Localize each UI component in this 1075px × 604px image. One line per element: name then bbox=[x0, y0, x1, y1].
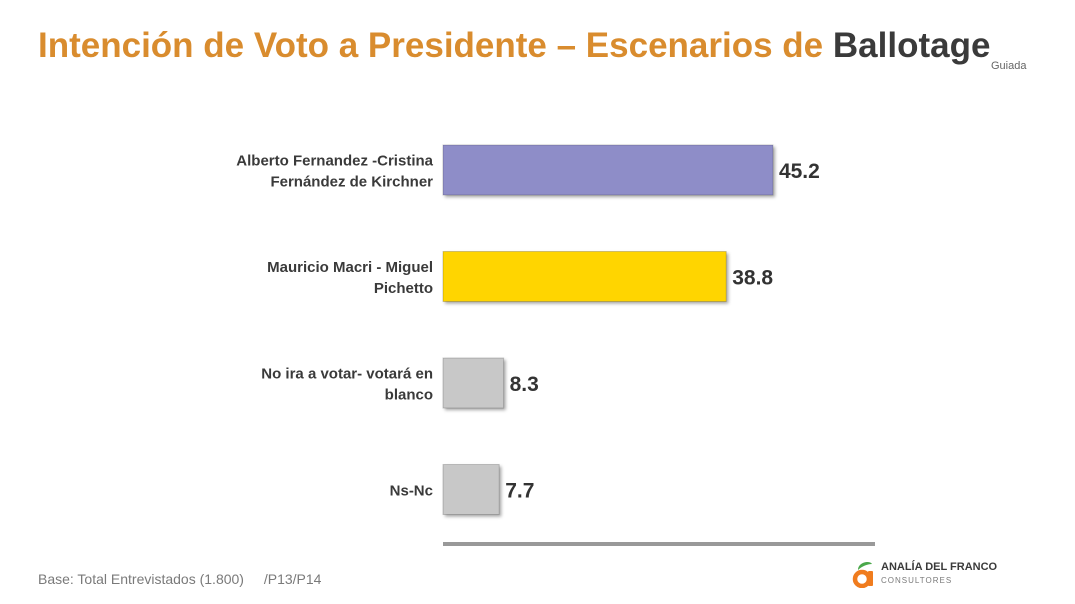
bar-value-label-2: 38.8 bbox=[732, 267, 773, 290]
company-logo: ANALÍA DEL FRANCO CONSULTORES bbox=[850, 558, 1000, 590]
logo-mark-icon bbox=[852, 562, 873, 588]
bar-value-label-3: 8.3 bbox=[510, 373, 539, 396]
bar-3 bbox=[442, 357, 505, 409]
bar-1 bbox=[442, 144, 774, 196]
category-label-1-line-2: Fernández de Kirchner bbox=[270, 174, 433, 191]
footer-base-text: Base: Total Entrevistados (1.800) bbox=[38, 571, 244, 587]
category-label-3-line-2: blanco bbox=[385, 387, 433, 404]
bar-2 bbox=[442, 251, 727, 302]
category-label-1-line-1: Alberto Fernandez -Cristina bbox=[236, 153, 433, 170]
category-label-3-line-1: No ira a votar- votará en bbox=[261, 366, 433, 383]
category-label-2-line-2: Pichetto bbox=[374, 280, 433, 297]
category-label-2-line-1: Mauricio Macri - Miguel bbox=[267, 259, 433, 276]
bar-4 bbox=[442, 464, 500, 515]
logo-subtitle: CONSULTORES bbox=[881, 576, 953, 585]
question-type-tag: Guiada bbox=[991, 60, 1027, 72]
footer-base-note: Base: Total Entrevistados (1.800) /P13/P… bbox=[38, 571, 321, 587]
category-label-4-line-1: Ns-Nc bbox=[390, 483, 433, 500]
footer-question-ref: /P13/P14 bbox=[263, 571, 322, 587]
logo-name: ANALÍA DEL FRANCO bbox=[881, 561, 998, 573]
page-title: Intención de Voto a Presidente – Escenar… bbox=[38, 26, 990, 66]
bar-value-label-4: 7.7 bbox=[505, 480, 534, 503]
title-dark-text: Ballotage bbox=[832, 26, 991, 65]
title-accent-text: Intención de Voto a Presidente – Escenar… bbox=[38, 26, 824, 65]
bar-value-label-1: 45.2 bbox=[779, 160, 820, 183]
